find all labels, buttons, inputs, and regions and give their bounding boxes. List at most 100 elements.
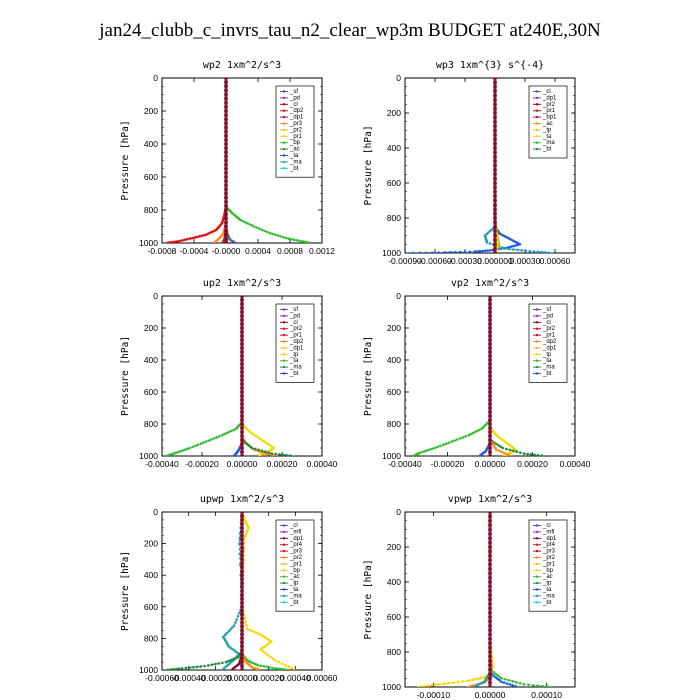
y-tick-label: 800 (144, 633, 158, 643)
zero-profile-marker (240, 450, 244, 454)
series-marker (239, 218, 242, 222)
zero-profile-marker (240, 660, 244, 664)
zero-profile-marker (224, 117, 228, 122)
legend-entry: _cl (289, 320, 298, 326)
zero-profile-marker (224, 179, 228, 184)
series-marker (511, 683, 514, 687)
series-marker (168, 241, 172, 243)
legend-entry: _pr1 (289, 333, 303, 339)
x-tick-label: 0.0004 (245, 246, 271, 256)
series-marker (289, 454, 292, 456)
legend-marker (282, 109, 286, 112)
x-tick-label: -0.00010 (417, 690, 451, 700)
series-marker (444, 442, 448, 446)
series-marker (526, 452, 529, 456)
series-marker (243, 616, 246, 620)
legend-marker (282, 359, 286, 362)
series-marker (497, 444, 500, 447)
zero-profile-marker (488, 386, 492, 390)
zero-profile-marker (240, 557, 244, 562)
y-tick-label: 400 (144, 355, 158, 365)
series-marker (268, 444, 272, 447)
zero-profile-marker (493, 141, 497, 146)
zero-profile-marker (493, 163, 497, 168)
series-marker (277, 660, 280, 664)
zero-profile-marker (240, 525, 244, 530)
series-marker (179, 449, 182, 453)
series-marker (490, 228, 493, 231)
series-marker (287, 665, 290, 669)
series-marker (170, 240, 174, 243)
zero-profile-marker (240, 366, 244, 370)
zero-profile-marker (224, 92, 228, 97)
zero-profile-marker (240, 386, 244, 390)
legend-entry: _pr1 (542, 333, 556, 339)
series-marker (437, 251, 440, 253)
series-marker (238, 542, 241, 545)
series-marker (512, 449, 515, 453)
legend-marker (282, 122, 286, 125)
legend-box (275, 303, 315, 383)
y-tick-label: 800 (387, 213, 401, 223)
series-marker (221, 661, 224, 665)
series-marker (458, 437, 462, 440)
zero-profile-marker (488, 597, 492, 602)
legend-entry: _tp (542, 352, 552, 358)
series-marker (541, 684, 545, 687)
series-marker (282, 235, 285, 239)
x-tick-label: 0.00010 (531, 690, 562, 700)
series-marker (507, 247, 511, 251)
zero-profile-marker (488, 645, 492, 650)
y-tick-label: 200 (144, 323, 158, 333)
zero-profile-marker (488, 536, 492, 541)
legend-marker (535, 115, 539, 119)
zero-profile-marker (240, 549, 244, 554)
series-marker (536, 250, 539, 253)
legend-entry: _pd (289, 313, 300, 319)
zero-profile-marker (240, 442, 244, 446)
series-marker (494, 672, 497, 676)
legend-marker (282, 537, 286, 540)
zero-profile-marker (240, 334, 244, 338)
series-marker (210, 663, 214, 667)
legend-marker (535, 588, 539, 591)
series-marker (191, 236, 194, 240)
legend-marker (282, 141, 286, 144)
series-marker (498, 436, 502, 440)
series-marker (510, 245, 513, 248)
chart-panel-2: wp3 1xm^{3} s^{-4} Pressure [hPa] 0 200 400 6… (363, 60, 576, 266)
legend-marker (535, 530, 539, 534)
zero-profile-marker (240, 350, 244, 354)
series-marker (498, 678, 501, 682)
series-marker (227, 430, 231, 434)
zero-profile-marker (224, 133, 228, 138)
y-tick-label: 0 (153, 507, 158, 517)
series-marker (418, 685, 422, 687)
zero-profile-marker (493, 146, 497, 150)
series-marker (516, 248, 519, 252)
zero-profile-marker (488, 390, 492, 394)
series-marker (200, 234, 203, 238)
x-tick-label: -0.00040 (388, 459, 422, 469)
legend-marker (535, 109, 539, 112)
series-marker (218, 434, 221, 438)
zero-profile-marker (488, 426, 492, 430)
series-marker (544, 251, 547, 253)
series-marker (469, 432, 473, 436)
series-marker (250, 629, 254, 633)
series-marker (488, 242, 492, 245)
series-marker (248, 430, 252, 434)
series-marker (262, 645, 266, 649)
series-marker (268, 666, 271, 669)
zero-profile-marker (488, 350, 492, 354)
legend-entry: _cl (542, 523, 551, 529)
x-tick-label: 0.00000 (475, 459, 506, 469)
series-marker (261, 646, 264, 650)
legend-entry: _bp (289, 568, 301, 574)
legend-marker (282, 524, 286, 527)
series-group (406, 78, 554, 253)
zero-profile-marker (240, 644, 244, 649)
series-marker (199, 665, 203, 668)
series-marker (483, 249, 487, 253)
zero-profile-marker (493, 198, 497, 203)
